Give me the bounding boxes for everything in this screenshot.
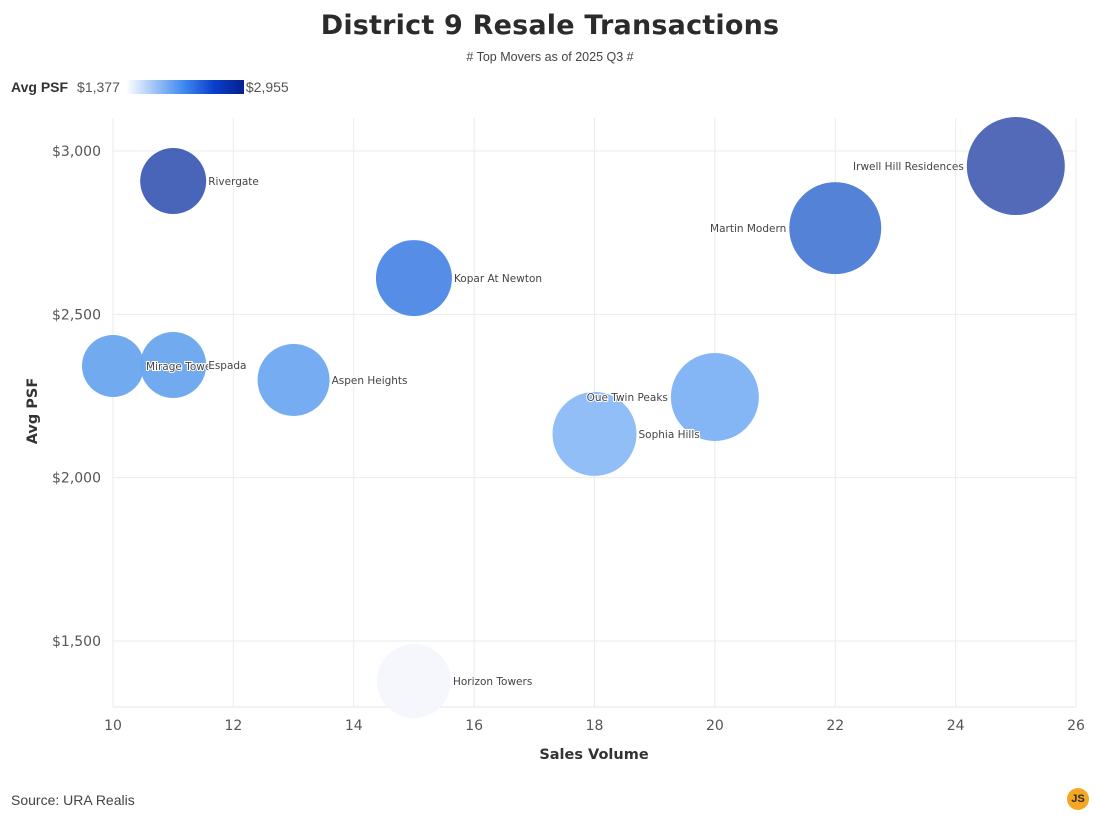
y-tick-label: $1,500 <box>52 634 101 650</box>
x-tick-label: 14 <box>345 718 363 734</box>
y-tick-label: $3,000 <box>52 144 101 160</box>
bubble-martin-modern[interactable] <box>789 182 882 275</box>
y-axis-label: Avg PSF <box>25 378 41 445</box>
y-tick-label: $2,500 <box>52 307 101 323</box>
bubble-label: Sophia Hills <box>639 429 700 441</box>
bubble-irwell-hill-residences[interactable] <box>966 117 1065 216</box>
bubble-kopar-at-newton[interactable] <box>375 240 452 317</box>
x-tick-label: 20 <box>706 718 724 734</box>
bubble-label: Rivergate <box>208 176 259 188</box>
x-tick-label: 12 <box>224 718 242 734</box>
x-axis-ticks: 10 12 14 16 18 20 22 24 26 <box>104 718 1085 734</box>
color-legend: Avg PSF $1,377 $2,955 <box>11 78 289 96</box>
bubble-label: Kopar At Newton <box>454 273 542 285</box>
bubble-aspen-heights[interactable] <box>257 343 330 416</box>
bubble-mirage-towers[interactable] <box>82 334 144 397</box>
x-tick-label: 24 <box>947 718 965 734</box>
bubble-label: Irwell Hill Residences <box>853 161 964 173</box>
bubble-label: Aspen Heights <box>332 375 408 387</box>
bubble-sophia-hills[interactable] <box>552 391 637 476</box>
bubble-label: Martin Modern <box>710 223 786 235</box>
bubble-horizon-towers[interactable] <box>376 644 451 719</box>
bubble-espada[interactable] <box>140 331 207 398</box>
x-tick-label: 22 <box>826 718 844 734</box>
bubble-rivergate[interactable] <box>140 148 207 215</box>
x-tick-label: 10 <box>104 718 122 734</box>
x-tick-label: 26 <box>1067 718 1085 734</box>
bubbles <box>82 117 1065 719</box>
y-axis-ticks: $1,500 $2,000 $2,500 $3,000 <box>52 144 101 650</box>
legend-min-label: $1,377 <box>77 79 120 95</box>
x-axis-label: Sales Volume <box>539 747 649 763</box>
bubble-label: Espada <box>208 360 246 372</box>
legend-gradient-bar <box>125 80 244 94</box>
y-tick-label: $2,000 <box>52 471 101 487</box>
bubble-label: Horizon Towers <box>453 676 532 688</box>
source-note: Source: URA Realis <box>11 792 135 808</box>
bubble-label: Oue Twin Peaks <box>587 392 668 404</box>
legend-max-label: $2,955 <box>245 79 289 95</box>
x-tick-label: 16 <box>465 718 483 734</box>
author-badge: JS <box>1067 788 1089 810</box>
chart-title: District 9 Resale Transactions <box>320 10 780 41</box>
x-tick-label: 18 <box>586 718 604 734</box>
chart-subtitle: # Top Movers as of 2025 Q3 # <box>466 50 634 64</box>
legend-title: Avg PSF <box>11 79 69 95</box>
bubble-oue-twin-peaks[interactable] <box>670 352 759 441</box>
bubble-label: Mirage Towe <box>146 361 211 373</box>
